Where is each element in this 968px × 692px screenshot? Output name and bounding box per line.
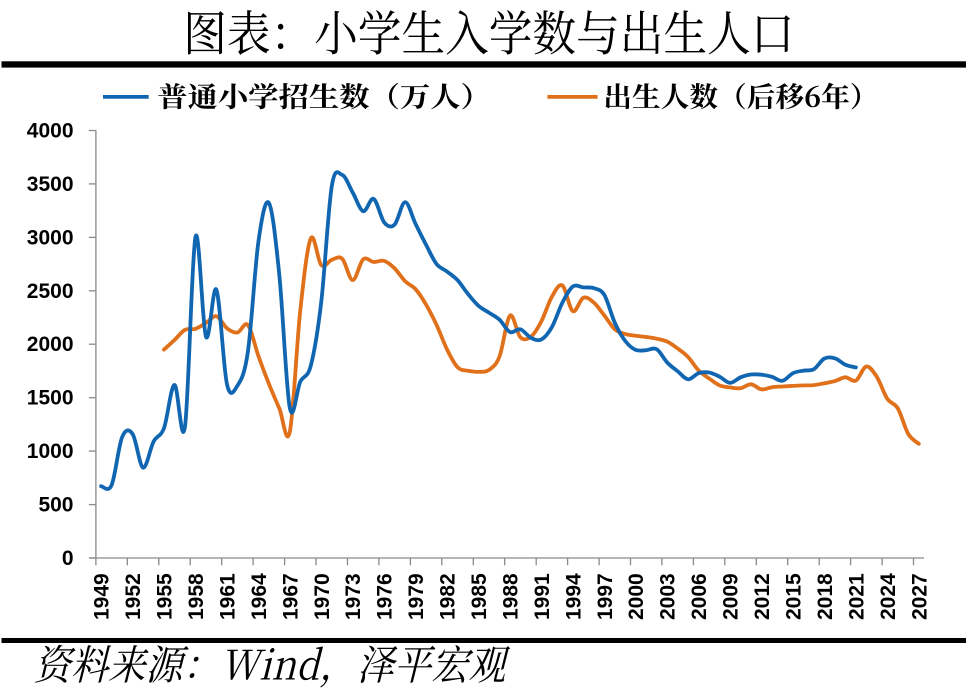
svg-text:2024: 2024 <box>877 573 900 620</box>
svg-text:3000: 3000 <box>27 226 74 249</box>
svg-text:1955: 1955 <box>154 573 177 620</box>
svg-text:1991: 1991 <box>531 573 554 620</box>
svg-text:1949: 1949 <box>91 573 114 620</box>
svg-text:1973: 1973 <box>342 573 365 620</box>
svg-text:1979: 1979 <box>405 573 428 620</box>
svg-text:3500: 3500 <box>27 173 74 196</box>
svg-text:2012: 2012 <box>751 573 774 620</box>
svg-text:1976: 1976 <box>374 573 397 620</box>
svg-text:2500: 2500 <box>27 280 74 303</box>
svg-text:1500: 1500 <box>27 387 74 410</box>
svg-text:2018: 2018 <box>814 573 837 620</box>
svg-text:2000: 2000 <box>27 333 74 356</box>
svg-text:1994: 1994 <box>562 573 585 620</box>
svg-text:1982: 1982 <box>437 573 460 620</box>
svg-text:2006: 2006 <box>688 573 711 620</box>
svg-text:1961: 1961 <box>216 573 239 620</box>
svg-text:2000: 2000 <box>625 573 648 620</box>
svg-text:1958: 1958 <box>185 573 208 620</box>
svg-text:4000: 4000 <box>27 120 74 143</box>
svg-text:2003: 2003 <box>657 573 680 620</box>
svg-text:500: 500 <box>38 494 73 517</box>
svg-text:1985: 1985 <box>468 573 491 620</box>
svg-text:2015: 2015 <box>783 573 806 620</box>
svg-text:0: 0 <box>62 547 74 570</box>
svg-text:2021: 2021 <box>845 573 868 620</box>
svg-text:1952: 1952 <box>122 573 145 620</box>
svg-text:1970: 1970 <box>311 573 334 620</box>
svg-text:1000: 1000 <box>27 440 74 463</box>
svg-text:1997: 1997 <box>594 573 617 620</box>
svg-text:2027: 2027 <box>908 573 931 620</box>
svg-text:1988: 1988 <box>500 573 523 620</box>
svg-text:1967: 1967 <box>279 573 302 620</box>
svg-text:2009: 2009 <box>720 573 743 620</box>
svg-text:1964: 1964 <box>248 573 271 620</box>
